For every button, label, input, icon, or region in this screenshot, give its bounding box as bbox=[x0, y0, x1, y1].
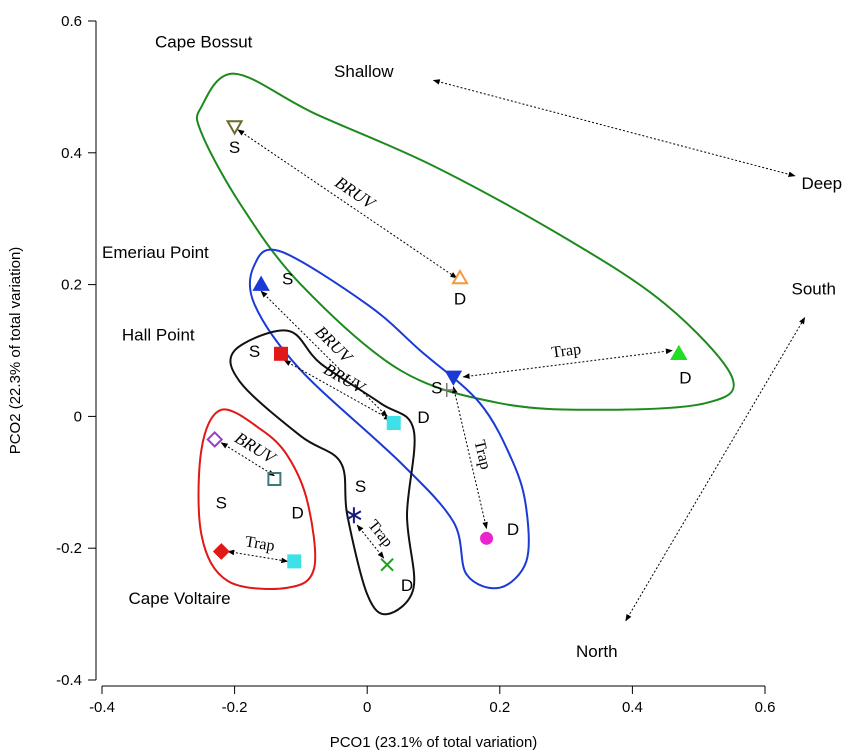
group-label: Hall Point bbox=[122, 326, 195, 345]
connector-label: Trap bbox=[550, 341, 582, 362]
depth-label: S bbox=[282, 270, 293, 289]
connector-arrow bbox=[283, 359, 392, 421]
depth-label: S bbox=[216, 494, 227, 513]
data-point bbox=[206, 431, 224, 448]
x-tick-label: 0 bbox=[363, 699, 371, 716]
depth-label: D bbox=[417, 408, 429, 427]
data-point bbox=[451, 268, 469, 285]
depth-label: D bbox=[679, 368, 691, 387]
y-tick-label: 0.4 bbox=[61, 145, 82, 162]
x-tick-label: -0.4 bbox=[89, 699, 115, 716]
direction-arrow bbox=[625, 316, 806, 622]
depth-label: D bbox=[454, 289, 466, 308]
axes bbox=[95, 21, 765, 687]
group-label: Cape Voltaire bbox=[129, 589, 231, 608]
x-axis-title: PCO1 (23.1% of total variation) bbox=[330, 734, 538, 751]
data-point bbox=[287, 554, 302, 569]
data-point bbox=[274, 346, 289, 361]
depth-label: D bbox=[507, 520, 519, 539]
data-point bbox=[346, 507, 362, 524]
connector-label: BRUV bbox=[320, 359, 369, 398]
direction-arrow bbox=[432, 79, 796, 177]
depth-label: S bbox=[355, 477, 366, 496]
text-labels: Cape Bossut Emeriau Point Hall Point Cape V… bbox=[102, 32, 842, 661]
y-tick-label: -0.2 bbox=[56, 540, 82, 557]
y-tick-label: 0.6 bbox=[61, 13, 82, 30]
connector-arrow bbox=[237, 129, 458, 279]
group-label: Emeriau Point bbox=[102, 243, 209, 262]
direction-label: Deep bbox=[801, 174, 842, 193]
depth-label: D bbox=[401, 576, 413, 595]
direction-label: Shallow bbox=[334, 62, 394, 81]
axis-ticks: -0.4 -0.2 0 0.2 0.4 0.6 -0.4 -0.2 0 0.2 0.4 0.6 bbox=[56, 13, 775, 716]
y-tick-label: -0.4 bbox=[56, 672, 82, 689]
data-point bbox=[444, 370, 463, 386]
connector-arrow bbox=[462, 348, 673, 379]
x-tick-label: 0.6 bbox=[755, 699, 776, 716]
group-label: Cape Bossut bbox=[155, 32, 253, 51]
data-points bbox=[206, 120, 688, 572]
group-outlines bbox=[195, 72, 735, 616]
data-point bbox=[439, 383, 454, 398]
x-tick-label: 0.4 bbox=[622, 699, 643, 716]
x-tick-label: 0.2 bbox=[489, 699, 510, 716]
data-point bbox=[212, 543, 230, 560]
data-point bbox=[380, 557, 394, 572]
connector-arrow bbox=[356, 524, 385, 559]
depth-label: S bbox=[249, 342, 260, 361]
connector-label: BRUV bbox=[232, 428, 281, 468]
data-point bbox=[670, 344, 688, 361]
depth-label: S bbox=[229, 138, 240, 157]
direction-label: North bbox=[576, 642, 618, 661]
y-tick-label: 0 bbox=[74, 408, 82, 425]
connector-label: BRUV bbox=[332, 173, 381, 215]
connector-arrow bbox=[452, 386, 488, 530]
data-point bbox=[267, 472, 282, 487]
connector-arrow bbox=[220, 442, 275, 477]
x-tick-label: -0.2 bbox=[222, 699, 248, 716]
data-point bbox=[225, 120, 244, 136]
connector-label: Trap bbox=[364, 517, 396, 551]
group-outline bbox=[197, 408, 317, 590]
depth-label: S bbox=[431, 378, 442, 397]
data-point bbox=[252, 275, 270, 291]
connector-label: Trap bbox=[471, 438, 494, 471]
y-axis-title: PCO2 (22.3% of total variation) bbox=[7, 247, 24, 455]
depth-label: D bbox=[291, 504, 303, 523]
y-tick-label: 0.2 bbox=[61, 277, 82, 294]
connector-label: Trap bbox=[244, 533, 276, 555]
connector-arrow bbox=[227, 549, 289, 564]
direction-label: South bbox=[792, 279, 836, 298]
data-point bbox=[480, 531, 494, 545]
data-point bbox=[386, 415, 401, 430]
